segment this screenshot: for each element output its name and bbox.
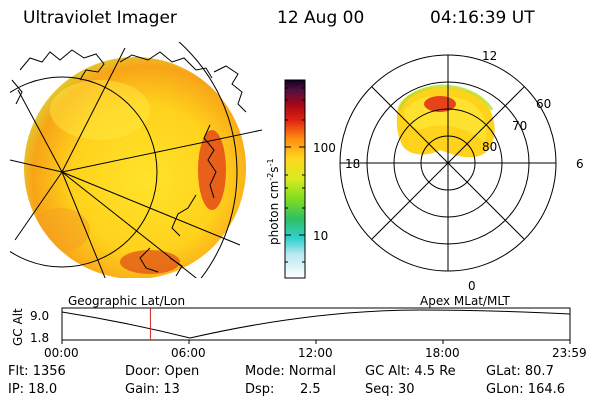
- auroral-emission-east: [198, 130, 226, 210]
- gc-alt-xtick-1800: 18:00: [425, 346, 460, 360]
- mlt-label-12: 12: [482, 49, 497, 63]
- gc-alt-xtick-2359: 23:59: [552, 346, 587, 360]
- mlt-label-18: 18: [345, 157, 360, 171]
- mlat-label-80: 80: [482, 140, 497, 154]
- mlt-label-6: 6: [576, 157, 584, 171]
- mlat-label-60: 60: [536, 97, 551, 111]
- image-time: 04:16:39 UT: [430, 8, 535, 28]
- mlat-label-70: 70: [512, 119, 527, 133]
- dsp-value: 2.5: [300, 382, 321, 397]
- colorbar: [284, 79, 306, 279]
- instrument-title: Ultraviolet Imager: [23, 8, 177, 28]
- colorbar-tick-100: 100: [313, 141, 336, 155]
- gc-alt-ylabel: GC Alt: [11, 308, 25, 346]
- flight-number: Flt: 1356: [8, 364, 66, 379]
- gc-alt-x-ticks: [61, 340, 571, 344]
- gc-alt-xtick-0000: 00:00: [44, 346, 79, 360]
- colorbar-unit-label: photon cm-2s-1: [266, 158, 281, 245]
- gc-alt-frame: [61, 307, 571, 341]
- coastlines: [11, 49, 247, 277]
- latitude-circle: [10, 76, 158, 268]
- apex-panel: 12 18 6 0 60 70 80: [339, 49, 584, 293]
- colorbar-tick-10: 10: [313, 229, 328, 243]
- gc-altitude: GC Alt: 4.5 Re: [365, 364, 456, 379]
- gc-alt-xtick-1200: 12:00: [298, 346, 333, 360]
- sequence-number: Seq: 30: [365, 382, 415, 397]
- gc-alt-plot: GC Alt 9.0 1.8 00:00 06:00 12:00 18:00 2…: [11, 307, 587, 360]
- latitude-circle: [178, 42, 238, 278]
- apex-caption: Apex MLat/MLT: [420, 294, 510, 308]
- auroral-emission-south: [120, 250, 180, 274]
- geographic-caption: Geographic Lat/Lon: [68, 294, 185, 308]
- dsp-label: Dsp:: [245, 382, 275, 397]
- gc-alt-ytick-low: 1.8: [30, 331, 49, 345]
- mlt-meridians: [340, 55, 556, 271]
- mode-value: Mode: Normal: [245, 364, 336, 379]
- gain-value: Gain: 13: [125, 382, 180, 397]
- gc-alt-xtick-0600: 06:00: [171, 346, 206, 360]
- mlt-label-0: 0: [468, 279, 476, 293]
- gc-alt-curve: [61, 309, 571, 339]
- ip-value: IP: 18.0: [8, 382, 58, 397]
- colorbar-ticks: [285, 87, 305, 263]
- image-date: 12 Aug 00: [277, 8, 365, 28]
- geographic-latitude: GLat: 80.7: [486, 364, 554, 379]
- meridian-lines: [10, 47, 263, 278]
- gc-alt-ytick-high: 9.0: [30, 309, 49, 323]
- door-status: Door: Open: [125, 364, 200, 379]
- geographic-longitude: GLon: 164.6: [486, 382, 566, 397]
